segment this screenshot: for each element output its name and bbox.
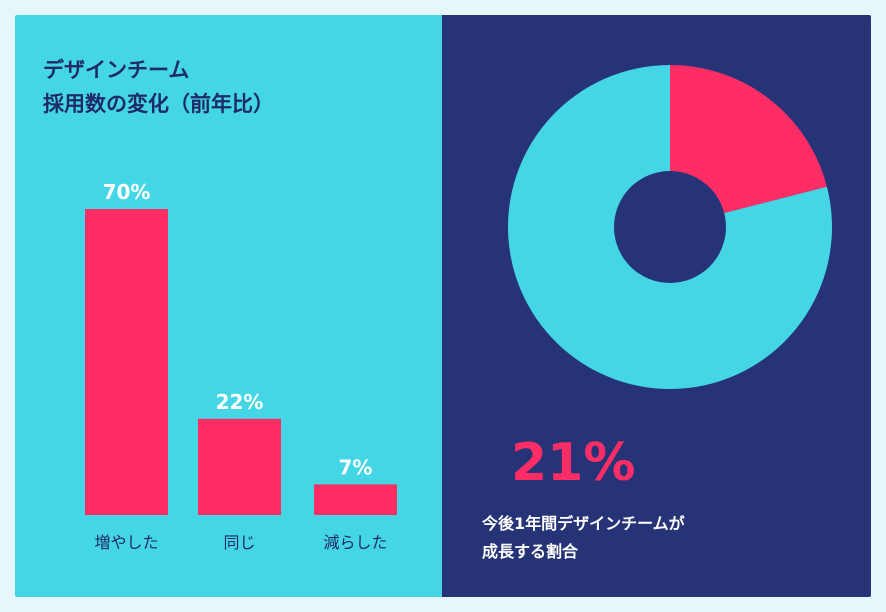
bar-chart-marks: 70% 増やした 22% 同じ 7% 減らした [85,180,397,552]
donut-hole [614,171,726,283]
bar-category-label-3: 減らした [323,533,387,552]
bar-category-label-1: 増やした [94,533,158,552]
bar-value-label-3: 7% [339,455,373,479]
bar-1 [85,209,168,515]
chart-title-line-1: デザインチーム [43,58,190,82]
growth-caption: 今後1年間デザインチームが 成長する割合 [482,510,685,566]
bar-3 [314,484,397,515]
pie-slice-2 [508,64,832,389]
pie-chart-panel: 21% 今後1年間デザインチームが 成長する割合 [442,15,871,597]
growth-caption-line-2: 成長する割合 [482,542,579,561]
pie-slice-1 [670,65,827,227]
bar-chart: 70% 増やした 22% 同じ 7% 減らした [85,180,397,552]
bar-value-label-2: 22% [216,390,264,414]
bar-2 [198,418,281,515]
bar-category-label-2: 同じ [223,533,255,552]
donut-chart-marks [508,64,832,389]
growth-percentage: 21% [511,433,636,493]
bar-value-label-1: 70% [103,180,151,204]
donut-chart [508,64,832,389]
bar-chart-panel: デザインチーム 採用数の変化（前年比） 70% 増やした 22% 同じ 7% 減らした [15,15,442,597]
chart-title-line-2: 採用数の変化（前年比） [43,92,274,116]
chart-title: デザインチーム 採用数の変化（前年比） [43,53,274,121]
growth-caption-line-1: 今後1年間デザインチームが [482,514,685,533]
infographic-card: デザインチーム 採用数の変化（前年比） 70% 増やした 22% 同じ 7% 減らした 2… [15,15,871,597]
